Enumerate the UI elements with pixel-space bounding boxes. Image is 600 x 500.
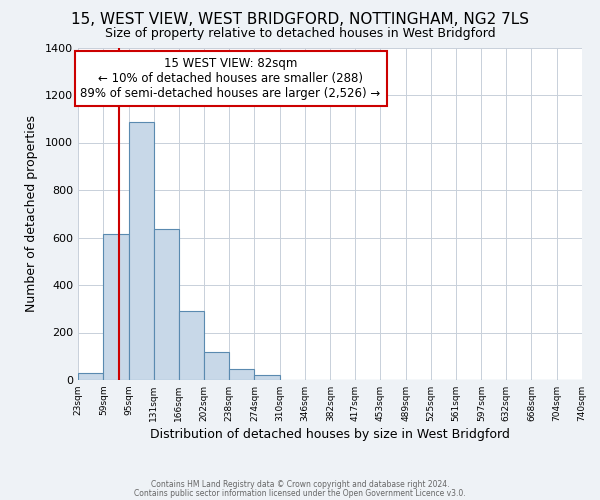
Bar [103, 234, 128, 380]
Bar [229, 368, 254, 380]
Text: Size of property relative to detached houses in West Bridgford: Size of property relative to detached ho… [104, 28, 496, 40]
Text: 15 WEST VIEW: 82sqm
← 10% of detached houses are smaller (288)
89% of semi-detac: 15 WEST VIEW: 82sqm ← 10% of detached ho… [80, 57, 380, 100]
Bar [78, 373, 103, 380]
Text: Contains public sector information licensed under the Open Government Licence v3: Contains public sector information licen… [134, 488, 466, 498]
Y-axis label: Number of detached properties: Number of detached properties [25, 116, 38, 312]
Bar [254, 375, 280, 380]
Text: 15, WEST VIEW, WEST BRIDGFORD, NOTTINGHAM, NG2 7LS: 15, WEST VIEW, WEST BRIDGFORD, NOTTINGHA… [71, 12, 529, 28]
X-axis label: Distribution of detached houses by size in West Bridgford: Distribution of detached houses by size … [150, 428, 510, 441]
Bar [128, 122, 154, 380]
Bar [154, 229, 179, 380]
Bar [204, 352, 229, 380]
Text: Contains HM Land Registry data © Crown copyright and database right 2024.: Contains HM Land Registry data © Crown c… [151, 480, 449, 489]
Bar [179, 311, 204, 380]
